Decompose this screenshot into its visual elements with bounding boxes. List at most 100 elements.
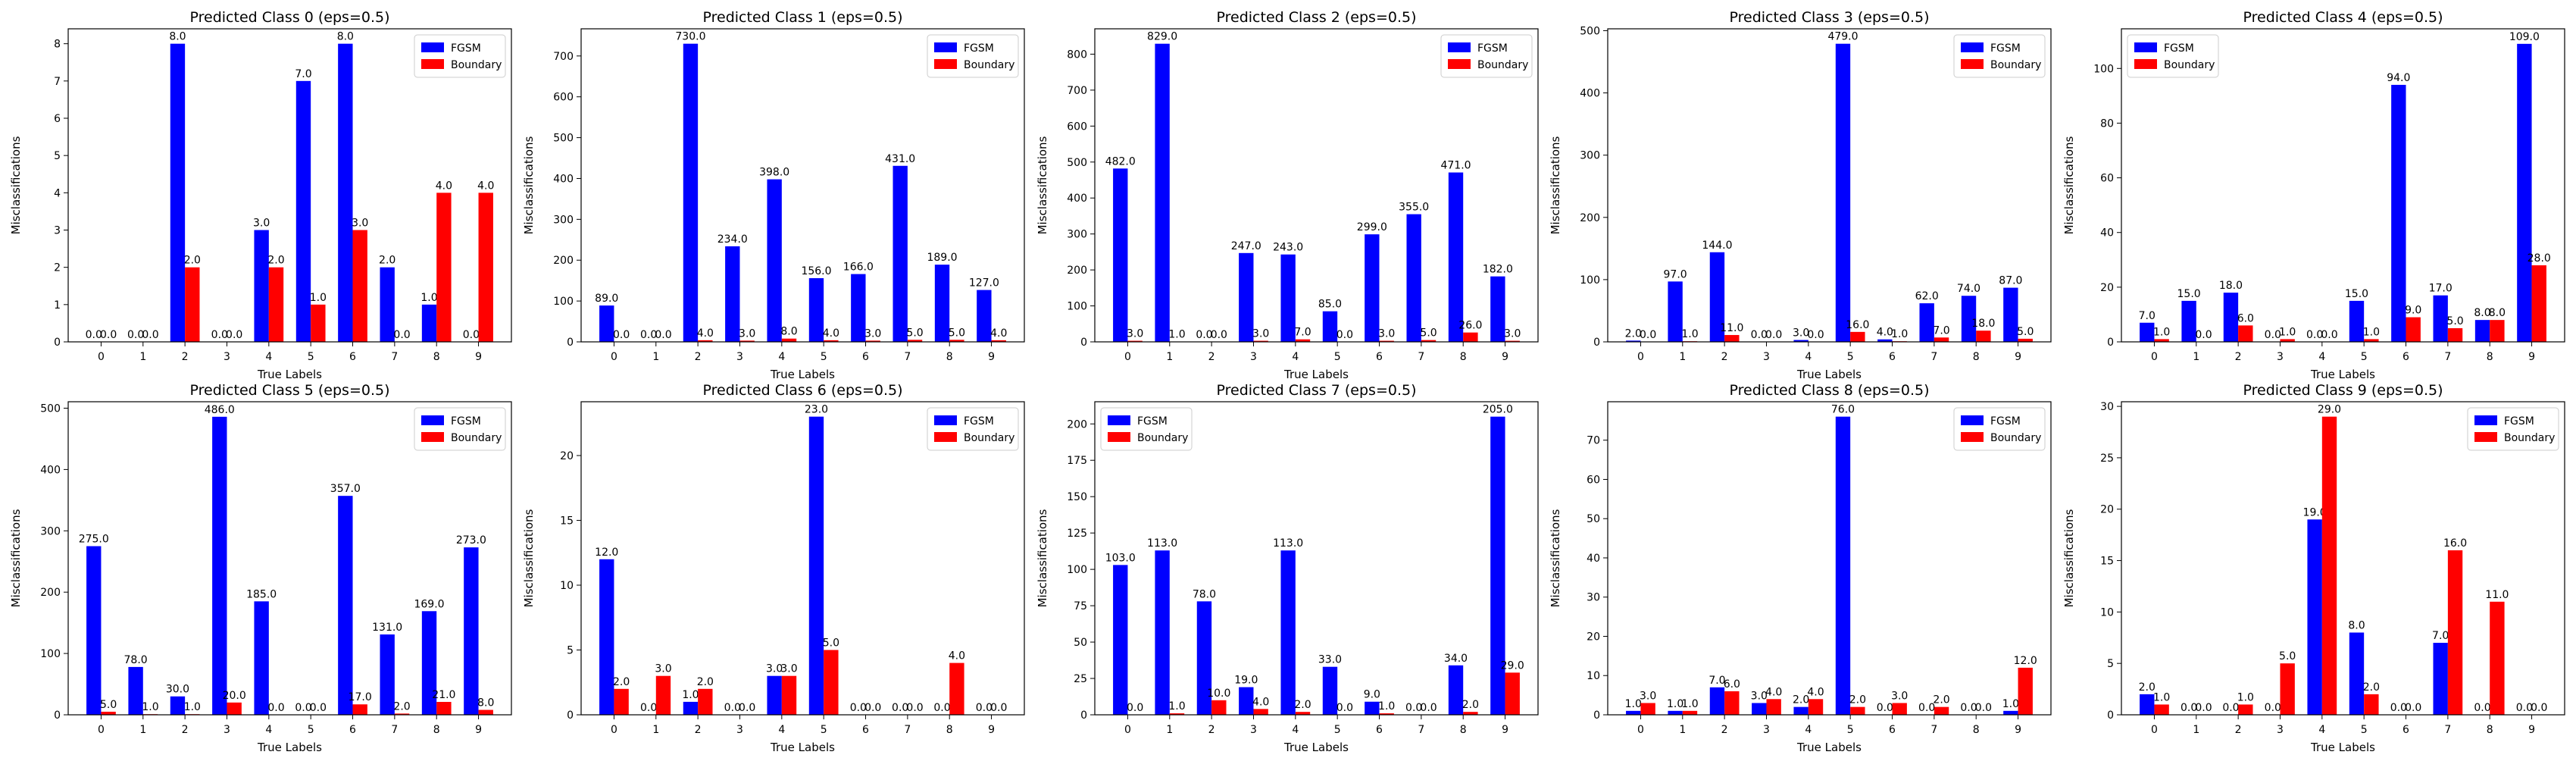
x-tick-label: 0	[1124, 351, 1131, 363]
x-tick-label: 2	[2235, 724, 2242, 736]
y-tick-label: 20	[2100, 282, 2114, 294]
data-label: 6.0	[1724, 678, 1740, 691]
x-tick-label: 8	[2487, 351, 2493, 363]
bar-boundary-6	[1379, 713, 1394, 715]
chart-title: Predicted Class 0 (eps=0.5)	[190, 9, 390, 26]
bar-boundary-7	[2447, 327, 2463, 342]
legend-label-fgsm: FGSM	[1990, 415, 2021, 428]
y-tick-label: 200	[1067, 265, 1087, 277]
data-label: 0.0	[724, 702, 741, 714]
data-label: 166.0	[843, 262, 874, 274]
bar-boundary-2	[698, 340, 713, 342]
y-tick-label: 20	[2100, 504, 2114, 516]
bar-boundary-7	[1421, 340, 1436, 342]
bar-boundary-2	[698, 688, 713, 715]
x-tick-label: 0	[98, 724, 105, 736]
y-tick-label: 100	[2093, 63, 2114, 75]
data-label: 12.0	[2014, 655, 2037, 667]
bar-fgsm-6	[1365, 701, 1380, 715]
y-tick-label: 60	[1587, 474, 1600, 486]
data-label: 156.0	[801, 265, 831, 277]
data-label: 275.0	[79, 534, 109, 546]
y-tick-label: 300	[40, 525, 61, 537]
data-label: 1.0	[1168, 700, 1185, 713]
bar-boundary-4	[781, 338, 797, 342]
bar-boundary-9	[2018, 338, 2033, 342]
x-tick-label: 6	[862, 351, 869, 363]
bar-boundary-4	[1295, 712, 1311, 715]
y-tick-label: 1	[54, 299, 61, 312]
y-tick-label: 0	[54, 337, 61, 349]
y-tick-label: 800	[1067, 49, 1087, 61]
legend-label-boundary: Boundary	[2164, 59, 2215, 71]
data-label: 1.0	[310, 292, 327, 304]
data-label: 4.0	[823, 327, 839, 340]
bar-boundary-9	[2531, 265, 2546, 342]
data-label: 7.0	[2139, 310, 2156, 322]
data-label: 17.0	[2429, 283, 2453, 295]
bar-boundary-2	[1211, 700, 1227, 715]
y-tick-label: 700	[553, 51, 574, 63]
bar-boundary-1	[1169, 713, 1185, 715]
data-label: 34.0	[1444, 653, 1468, 665]
x-tick-label: 7	[1418, 724, 1424, 736]
bar-fgsm-4	[254, 230, 269, 342]
x-tick-label: 4	[778, 724, 785, 736]
bar-boundary-2	[2238, 704, 2253, 715]
y-tick-label: 60	[2100, 173, 2114, 185]
chart-title: Predicted Class 4 (eps=0.5)	[2243, 9, 2443, 26]
x-tick-label: 1	[652, 724, 659, 736]
legend-label-boundary: Boundary	[1990, 59, 2041, 71]
data-label: 486.0	[205, 404, 235, 416]
x-tick-label: 9	[475, 351, 482, 363]
bar-boundary-9	[1505, 340, 1520, 342]
data-label: 0.0	[2531, 702, 2547, 714]
bar-fgsm-4	[1280, 550, 1296, 715]
legend-swatch-boundary	[2134, 59, 2157, 69]
data-label: 0.0	[1960, 702, 1977, 714]
data-label: 243.0	[1273, 242, 1303, 254]
data-label: 4.0	[436, 180, 452, 192]
y-tick-label: 7	[54, 76, 61, 88]
x-axis-label: True Labels	[2310, 741, 2375, 754]
chart-title: Predicted Class 5 (eps=0.5)	[190, 382, 390, 399]
data-label: 0.0	[86, 329, 102, 341]
data-label: 85.0	[1318, 299, 1342, 311]
chart-title: Predicted Class 7 (eps=0.5)	[1217, 382, 1417, 399]
x-tick-label: 9	[1502, 724, 1508, 736]
bar-fgsm-5	[1835, 43, 1851, 343]
legend-label-fgsm: FGSM	[1990, 42, 2021, 55]
y-tick-label: 6	[54, 113, 61, 125]
data-label: 0.0	[2321, 329, 2337, 341]
x-tick-label: 8	[2487, 724, 2493, 736]
data-label: 9.0	[1364, 689, 1380, 701]
data-label: 113.0	[1273, 537, 1303, 550]
bar-fgsm-6	[2391, 84, 2406, 342]
x-tick-label: 0	[1637, 724, 1644, 736]
data-label: 1.0	[2363, 326, 2380, 338]
data-label: 0.0	[100, 329, 117, 341]
axes-frame	[1607, 401, 2052, 716]
data-label: 103.0	[1105, 552, 1136, 564]
data-label: 0.0	[1918, 702, 1935, 714]
axes-frame	[580, 28, 1025, 343]
data-label: 18.0	[1971, 318, 1995, 330]
data-label: 189.0	[927, 252, 957, 264]
bar-boundary-3	[227, 702, 242, 715]
bar-boundary-0	[101, 711, 116, 715]
bar-boundary-6	[1379, 340, 1394, 342]
bar-fgsm-5	[2349, 300, 2365, 342]
legend-swatch-fgsm	[1961, 42, 1984, 52]
bar-fgsm-4	[254, 601, 269, 715]
data-label: 1.0	[682, 689, 699, 701]
bar-boundary-2	[1724, 334, 1740, 342]
bar-boundary-9	[1505, 672, 1520, 715]
data-label: 0.0	[850, 702, 867, 714]
y-tick-label: 500	[1580, 25, 1600, 37]
legend-swatch-fgsm	[421, 415, 444, 425]
x-tick-label: 4	[1292, 724, 1299, 736]
x-tick-label: 3	[2277, 724, 2284, 736]
subplot-5: Predicted Class 5 (eps=0.5)0100200300400…	[9, 382, 512, 754]
legend: FGSM Boundary	[414, 407, 506, 451]
x-tick-label: 3	[1250, 351, 1257, 363]
